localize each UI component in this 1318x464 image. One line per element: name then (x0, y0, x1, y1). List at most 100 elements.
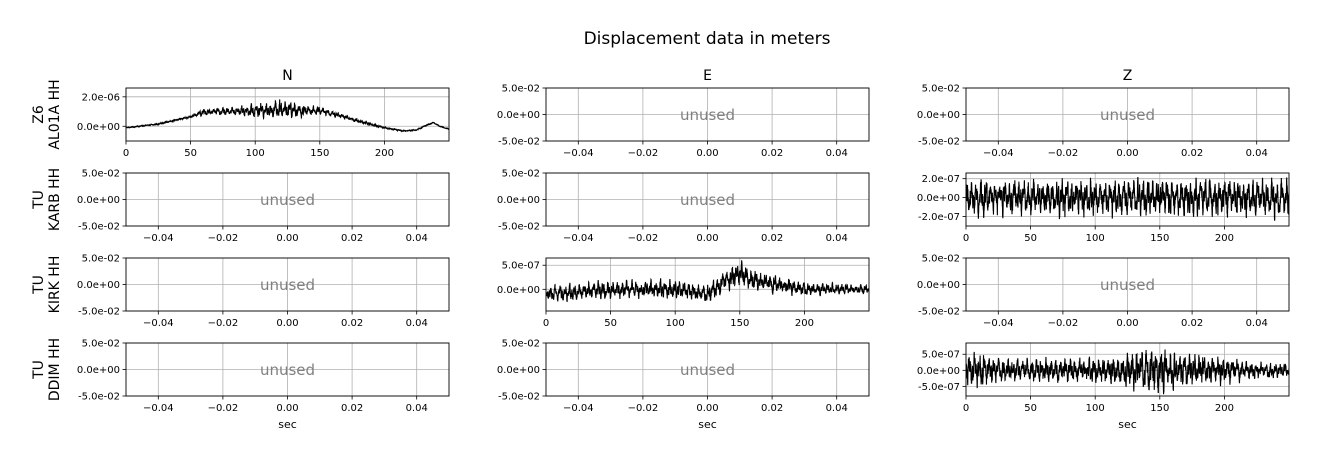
x-tick-label: 200 (795, 318, 814, 329)
row-network-label: Z6 (31, 105, 47, 124)
x-tick-label: 0.00 (1116, 148, 1138, 159)
trace-panel-z-r3: 0 50 100 150 200 -5.0e-07 0.0e+00 5.0e-07 sec (917, 342, 1290, 431)
axes-frame (965, 257, 1290, 312)
y-tick-label: 0.0e+00 (497, 285, 540, 296)
y-tick-label: -5.0e-02 (498, 392, 540, 403)
x-tick-label: 0.00 (696, 233, 718, 244)
trace-panel-n-r0: 0 50 100 150 200 0.0e+00 2.0e-06 (77, 87, 450, 159)
x-tick-label: 0.02 (1181, 148, 1203, 159)
x-tick-label: 0.04 (826, 148, 848, 159)
axes-frame (545, 87, 870, 142)
unused-panel-r0-c1: −0.04 −0.02 0.00 0.02 0.04 -5.0e-02 0.0e+00 5.0… (497, 84, 870, 159)
x-tick-label: 50 (184, 148, 197, 159)
x-tick-label: −0.02 (628, 233, 659, 244)
unused-label: unused (680, 106, 735, 124)
x-tick-label: 200 (375, 148, 394, 159)
unused-label: unused (260, 361, 315, 379)
figure-title: Displacement data in meters (584, 29, 831, 49)
y-tick-label: -5.0e-02 (918, 307, 960, 318)
x-tick-label: 100 (1086, 233, 1105, 244)
x-tick-label: 0.00 (276, 318, 298, 329)
axes-frame (965, 342, 1290, 397)
unused-panel-r3-c1: −0.04 −0.02 0.00 0.02 0.04 -5.0e-02 0.0e+00 5.0… (497, 339, 870, 431)
y-tick-label: 5.0e-02 (502, 84, 540, 95)
x-tick-label: 150 (730, 318, 749, 329)
unused-label: unused (680, 361, 735, 379)
column-title-n: N (282, 68, 292, 84)
y-tick-label: -5.0e-02 (498, 137, 540, 148)
x-tick-label: 0.02 (341, 318, 363, 329)
row-network-label: TU (31, 190, 47, 210)
y-tick-label: 0.0e+00 (497, 365, 540, 376)
row-station-label: DDIM HH (47, 338, 63, 401)
x-tick-label: 0.02 (341, 233, 363, 244)
y-tick-label: -5.0e-07 (918, 382, 960, 393)
x-tick-label: −0.02 (628, 148, 659, 159)
x-tick-label: 0.04 (826, 403, 848, 414)
x-tick-label: −0.04 (563, 148, 594, 159)
unused-panel-r1-c0: −0.04 −0.02 0.00 0.02 0.04 -5.0e-02 0.0e+00 5.0… (77, 169, 450, 244)
y-tick-label: 0.0e+00 (917, 110, 960, 121)
axes-frame (965, 172, 1290, 227)
y-tick-label: 0.0e+00 (917, 193, 960, 204)
x-tick-label: 0.02 (761, 403, 783, 414)
y-tick-label: 0.0e+00 (917, 366, 960, 377)
x-tick-label: −0.02 (208, 233, 239, 244)
row-station-label: KARB HH (47, 168, 63, 231)
seismic-trace-z (966, 177, 1289, 221)
y-tick-label: -5.0e-02 (78, 307, 120, 318)
seismic-trace-n (126, 99, 449, 133)
axes-frame (965, 87, 1290, 142)
y-tick-label: 5.0e-07 (922, 350, 960, 361)
x-tick-label: 150 (1150, 403, 1169, 414)
y-tick-label: 5.0e-02 (502, 339, 540, 350)
axes-frame (545, 342, 870, 397)
x-tick-label: −0.04 (143, 403, 174, 414)
y-tick-label: 0.0e+00 (77, 195, 120, 206)
x-tick-label: −0.04 (143, 233, 174, 244)
y-tick-label: 5.0e-02 (922, 254, 960, 265)
x-tick-label: 0 (543, 318, 549, 329)
y-tick-label: -5.0e-02 (78, 222, 120, 233)
x-tick-label: −0.02 (628, 403, 659, 414)
x-tick-label: 0.00 (696, 148, 718, 159)
x-axis-label: sec (278, 418, 297, 431)
x-tick-label: 200 (1215, 233, 1234, 244)
row-label-1: TU KARB HH (31, 168, 63, 231)
y-tick-label: 0.0e+00 (77, 122, 120, 133)
x-tick-label: 100 (1086, 403, 1105, 414)
y-tick-label: -5.0e-02 (918, 137, 960, 148)
y-tick-label: 0.0e+00 (497, 110, 540, 121)
x-tick-label: 50 (1024, 233, 1037, 244)
x-tick-label: 0.04 (406, 318, 428, 329)
trace-panel-e-r2: 0 50 100 150 200 0.0e+00 5.0e-07 (497, 257, 870, 329)
x-tick-label: −0.04 (983, 148, 1014, 159)
y-tick-label: 5.0e-02 (82, 339, 120, 350)
unused-panel-r2-c2: −0.04 −0.02 0.00 0.02 0.04 -5.0e-02 0.0e+00 5.0… (917, 254, 1290, 329)
x-tick-label: 0 (963, 403, 969, 414)
unused-label: unused (1100, 106, 1155, 124)
y-tick-label: 2.0e-07 (922, 174, 960, 185)
x-axis-label: sec (1118, 418, 1137, 431)
unused-label: unused (260, 276, 315, 294)
row-network-label: TU (31, 275, 47, 295)
trace-panel-z-r1: 0 50 100 150 200 -2.0e-07 0.0e+00 2.0e-07 (917, 172, 1290, 244)
row-label-0: Z6 AL01A HH (31, 79, 63, 149)
x-tick-label: 0.00 (276, 233, 298, 244)
column-title-z: Z (1123, 68, 1133, 84)
y-tick-label: 5.0e-02 (922, 84, 960, 95)
seismic-trace-e (546, 260, 869, 302)
x-tick-label: −0.04 (563, 233, 594, 244)
row-label-3: TU DDIM HH (31, 338, 63, 401)
unused-panel-r1-c1: −0.04 −0.02 0.00 0.02 0.04 -5.0e-02 0.0e+00 5.0… (497, 169, 870, 244)
x-tick-label: −0.02 (1048, 318, 1079, 329)
x-tick-label: −0.04 (143, 318, 174, 329)
unused-label: unused (1100, 276, 1155, 294)
x-tick-label: 0.02 (1181, 318, 1203, 329)
seismic-trace-z (966, 349, 1289, 395)
y-tick-label: 0.0e+00 (497, 195, 540, 206)
x-tick-label: 100 (666, 318, 685, 329)
x-tick-label: 0.04 (1246, 148, 1268, 159)
